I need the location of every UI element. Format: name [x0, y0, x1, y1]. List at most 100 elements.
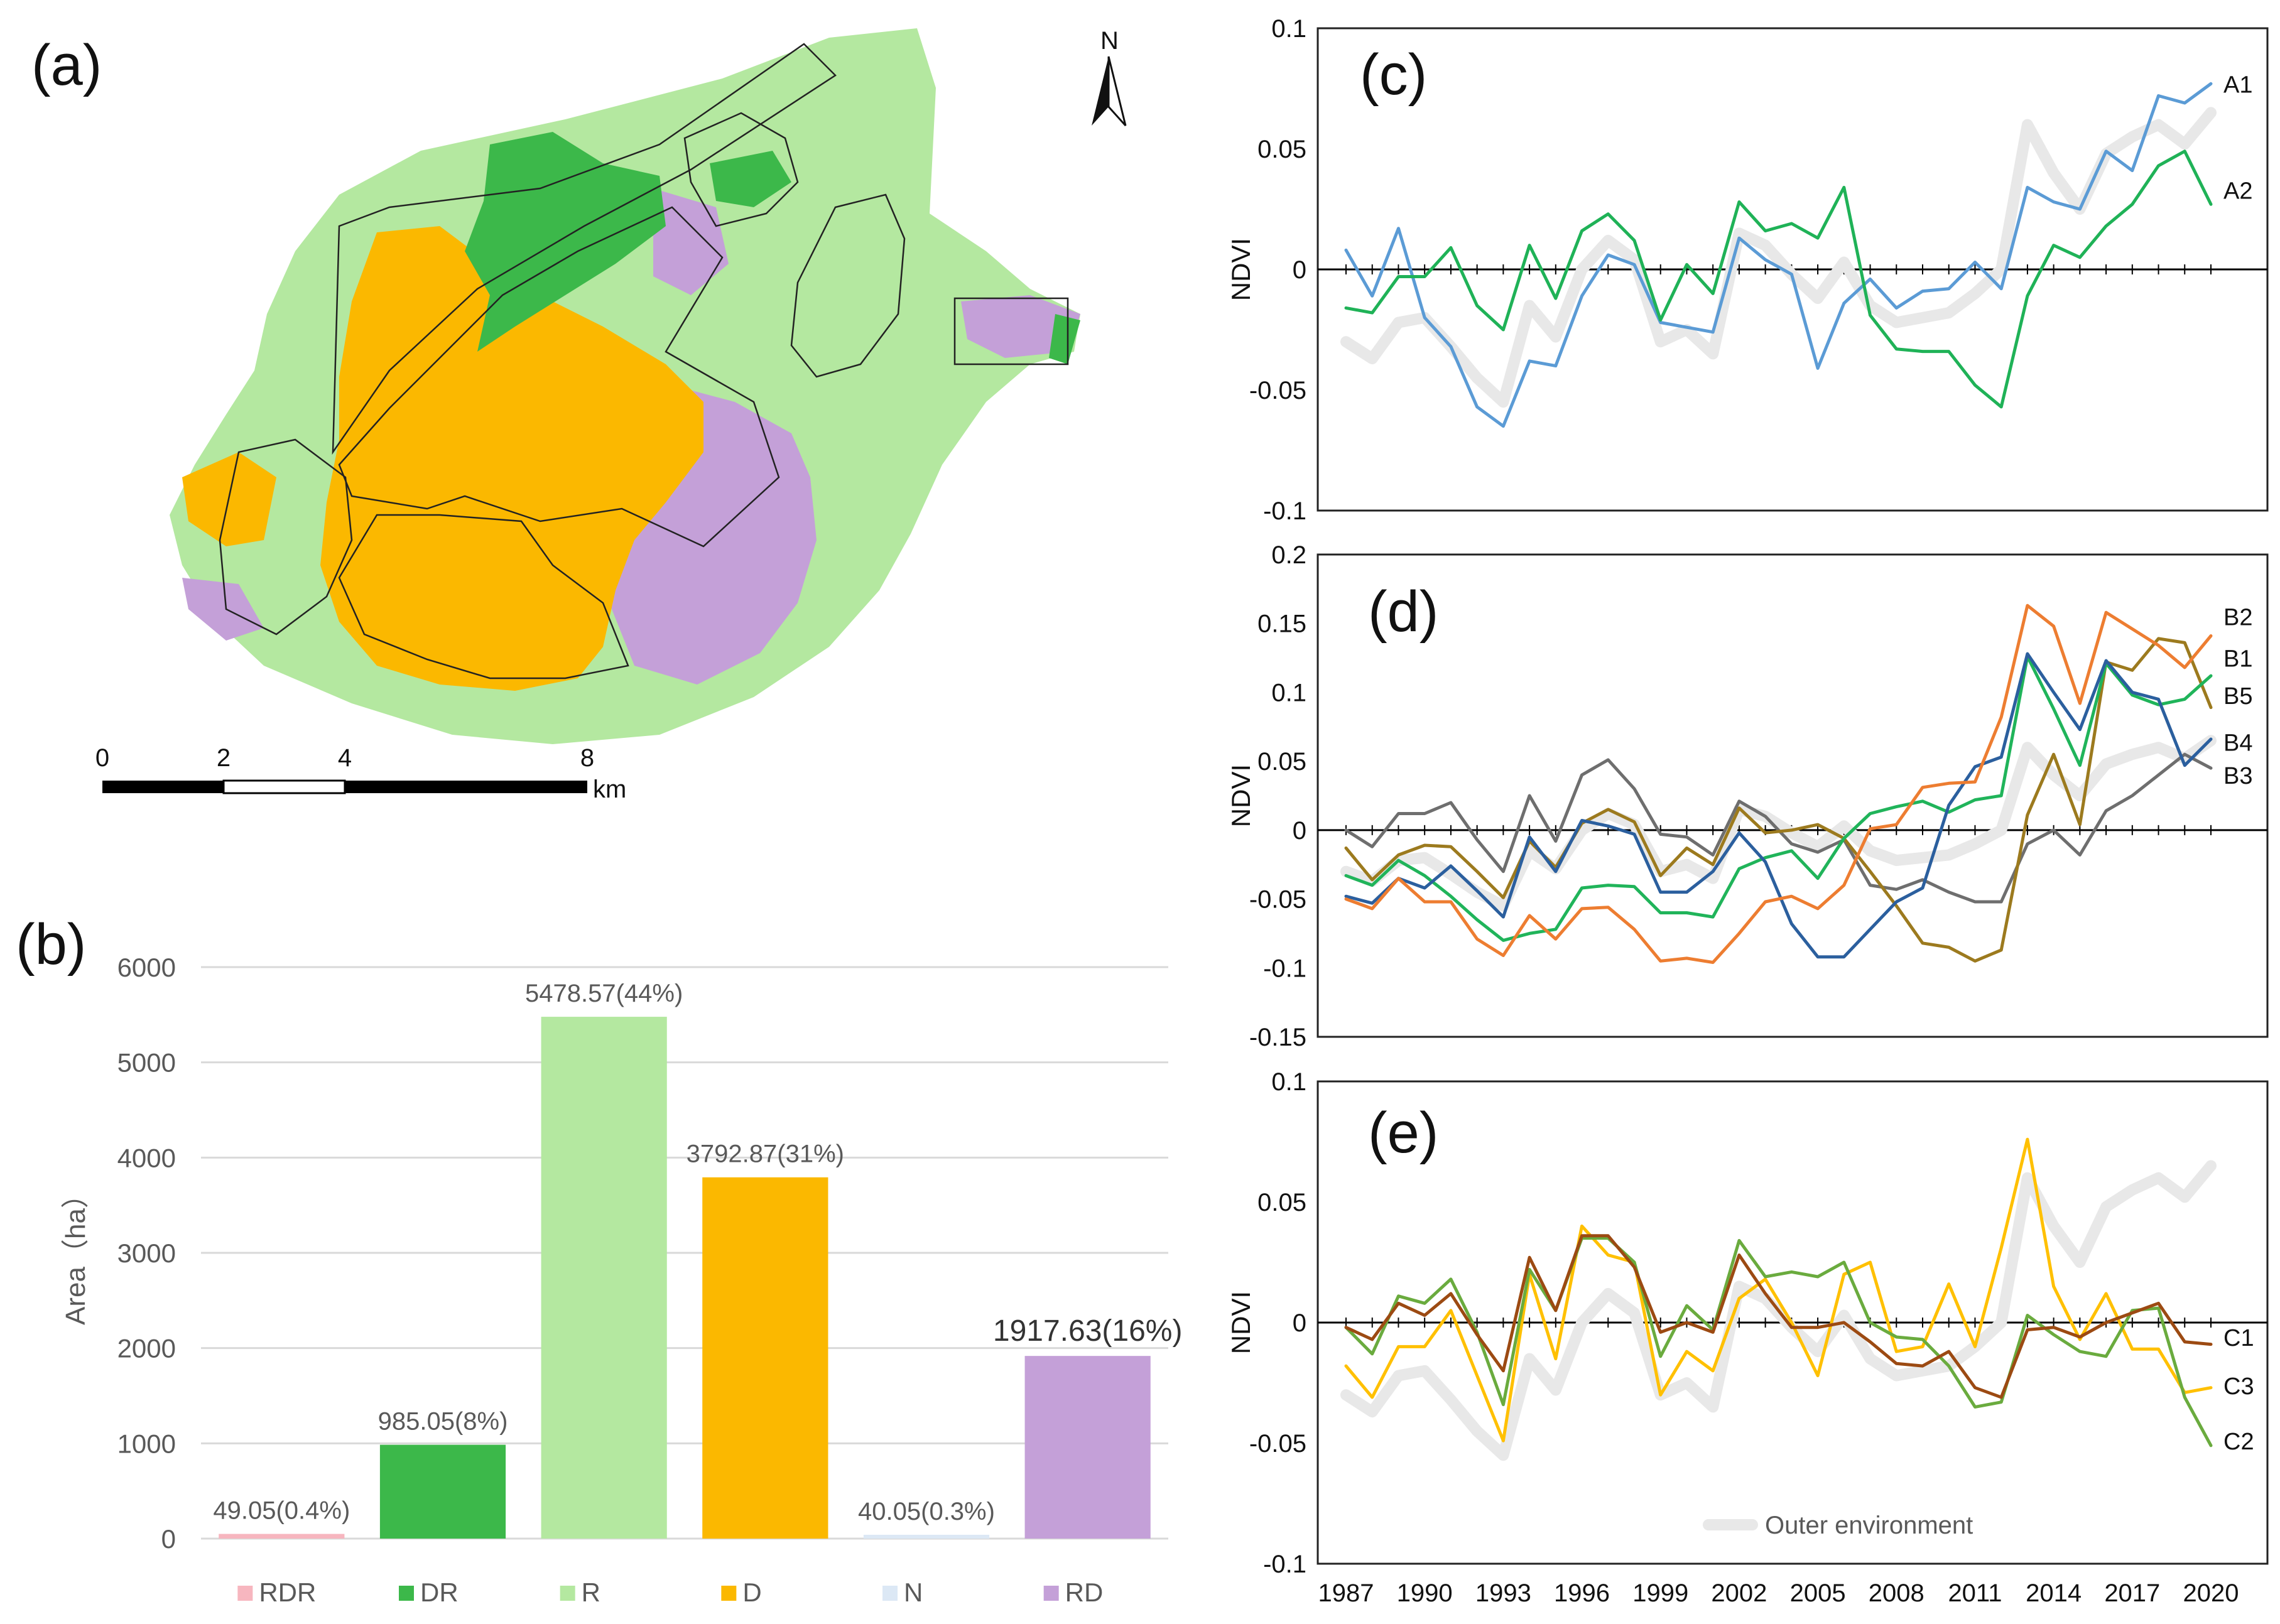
series-line-c1 — [1344, 1234, 2213, 1399]
series-line-a1 — [1344, 82, 2213, 428]
bar-chart-panel: (b) 0 1000 2000 3000 4000 5000 6000 Area（ha） 4… — [16, 912, 1182, 1607]
region-rd-purple-3 — [961, 295, 1080, 358]
scale-tick-0: 0 — [95, 744, 109, 772]
series-end-label-C3: C3 — [2223, 1373, 2254, 1400]
y-tick-label: -0.05 — [1249, 377, 1306, 404]
series-end-label-B4: B4 — [2223, 730, 2252, 756]
data-label-R: 5478.57(44%) — [525, 980, 683, 1007]
y-axis-label: NDVI — [1226, 1291, 1256, 1354]
y-tick-label: 5000 — [117, 1048, 176, 1078]
map-panel: (a) N — [31, 27, 1127, 803]
land-cover-map — [170, 28, 1080, 744]
region-dr-green — [465, 132, 666, 352]
north-arrow-right-icon — [1107, 56, 1127, 127]
region-d-orange — [320, 226, 703, 691]
data-label-RD: 1917.63(16%) — [993, 1314, 1183, 1348]
legend-label-D: D — [742, 1578, 761, 1607]
y-tick-label: 0.2 — [1271, 541, 1306, 569]
bar-chart-data-labels: 49.05(0.4%) 985.05(8%) 5478.57(44%) 3792.87… — [213, 980, 1182, 1525]
legend-label-DR: DR — [420, 1578, 459, 1607]
bar-D — [702, 1177, 828, 1539]
y-tick-label: 0 — [1293, 256, 1306, 284]
panel-label-a: (a) — [31, 33, 102, 97]
line-chart-e: 0.1 0.05 0 -0.05 -0.1 NDVI C1 C3 C2 1987 1990 1993 1… — [1226, 1068, 2267, 1607]
panel-label-b: (b) — [16, 912, 86, 977]
x-tick-label: 1990 — [1397, 1579, 1453, 1607]
legend-label-outer-environment: Outer environment — [1765, 1512, 1973, 1539]
series-line-b2 — [1344, 604, 2213, 964]
data-label-DR: 985.05(8%) — [378, 1408, 508, 1436]
series-end-label-B1: B1 — [2223, 646, 2252, 673]
x-tick-label: 1993 — [1475, 1579, 1531, 1607]
bar-RD — [1024, 1356, 1151, 1539]
x-tick-label: 2011 — [1948, 1579, 2002, 1607]
y-tick-label: 0.05 — [1257, 748, 1306, 776]
zone-boundaries — [219, 43, 1069, 679]
scale-tick-4: 4 — [338, 744, 352, 772]
scale-bar: 0 2 4 8 km — [95, 744, 626, 803]
series-line-b5 — [1344, 637, 2213, 963]
y-tick-label: 3000 — [117, 1238, 176, 1268]
line-chart-c: 0.1 0.05 0 -0.05 -0.1 NDVI A1 A2 — [1226, 15, 2267, 525]
series-end-label-C2: C2 — [2223, 1429, 2254, 1455]
y-tick-label: 1000 — [117, 1429, 176, 1458]
data-label-D: 3792.87(31%) — [687, 1140, 844, 1168]
series-end-label-A2: A2 — [2223, 178, 2252, 204]
legend-swatch-R — [560, 1586, 575, 1601]
y-tick-label: -0.1 — [1263, 955, 1306, 982]
region-rd-purple-4 — [182, 578, 264, 641]
y-tick-label: 0 — [161, 1524, 176, 1554]
line-chart-panel-e: (e) 0.1 0.05 0 -0.05 -0.1 NDVI C1 C3 C2 1987 1990 1… — [1226, 1068, 2269, 1607]
bar-DR — [379, 1444, 506, 1539]
line-chart-panel-d: (d) 0.2 0.15 0.1 0.05 0 -0.05 -0.1 -0.15 NDVI B2 B… — [1226, 541, 2269, 1051]
y-tick-label: -0.15 — [1249, 1024, 1306, 1051]
bar-chart-bars — [219, 1017, 1151, 1539]
series-end-label-B5: B5 — [2223, 683, 2252, 710]
bar-R — [541, 1017, 667, 1539]
panel-label-d: (d) — [1368, 580, 1438, 644]
north-label: N — [1100, 27, 1119, 55]
x-tick-label: 2005 — [1790, 1579, 1846, 1607]
y-tick-label: 0.1 — [1271, 1068, 1306, 1096]
y-tick-label: 0.05 — [1257, 136, 1306, 163]
x-tick-label: 2002 — [1711, 1579, 1767, 1607]
legend-swatch-D — [721, 1586, 737, 1601]
bar-chart-grid — [201, 966, 1168, 1540]
series-line-a2 — [1344, 149, 2213, 409]
line-chart-d: 0.2 0.15 0.1 0.05 0 -0.05 -0.1 -0.15 NDVI B2 B1 B5 B… — [1226, 541, 2267, 1051]
legend-swatch-RDR — [237, 1586, 253, 1601]
series-line-b3 — [1344, 752, 2213, 904]
legend-swatch-N — [882, 1586, 898, 1601]
series-line-outer-environment — [1340, 107, 2217, 408]
y-tick-label: 2000 — [117, 1334, 176, 1363]
y-tick-label: 0 — [1293, 1309, 1306, 1337]
legend-label-N: N — [904, 1578, 923, 1607]
y-tick-label: 0.1 — [1271, 15, 1306, 43]
series-end-label-B3: B3 — [2223, 763, 2252, 789]
legend-label-RD: RD — [1065, 1578, 1104, 1607]
x-tick-label: 2008 — [1869, 1579, 1924, 1607]
y-tick-label: -0.1 — [1263, 1551, 1306, 1578]
y-tick-label: -0.1 — [1263, 497, 1306, 525]
bar-chart-y-label: Area（ha） — [60, 1181, 91, 1325]
region-dr-green-3 — [1049, 314, 1080, 364]
bar-chart-legend: RDR DR R D N RD — [237, 1578, 1103, 1607]
plot-frame-d — [1316, 553, 2269, 1038]
y-tick-label: -0.05 — [1249, 886, 1306, 914]
legend-swatch-RD — [1043, 1586, 1059, 1601]
series-line-c3 — [1344, 1137, 2213, 1443]
x-tick-label: 2017 — [2104, 1579, 2160, 1607]
x-tick-label: 2020 — [2183, 1579, 2239, 1607]
y-axis-label: NDVI — [1226, 764, 1256, 827]
scale-unit: km — [593, 776, 626, 803]
series-line-b4 — [1344, 652, 2213, 959]
panel-label-c: (c) — [1360, 43, 1427, 107]
series-end-label-C1: C1 — [2223, 1325, 2254, 1351]
line-chart-panel-c: (c) 0.1 0.05 0 -0.05 -0.1 NDVI A1 A2 — [1226, 15, 2269, 525]
scale-tick-2: 2 — [217, 744, 231, 772]
north-arrow-left-icon — [1092, 57, 1109, 126]
y-tick-label: 4000 — [117, 1143, 176, 1172]
y-axis-label: NDVI — [1226, 238, 1256, 301]
series-line-b1 — [1344, 654, 2213, 942]
